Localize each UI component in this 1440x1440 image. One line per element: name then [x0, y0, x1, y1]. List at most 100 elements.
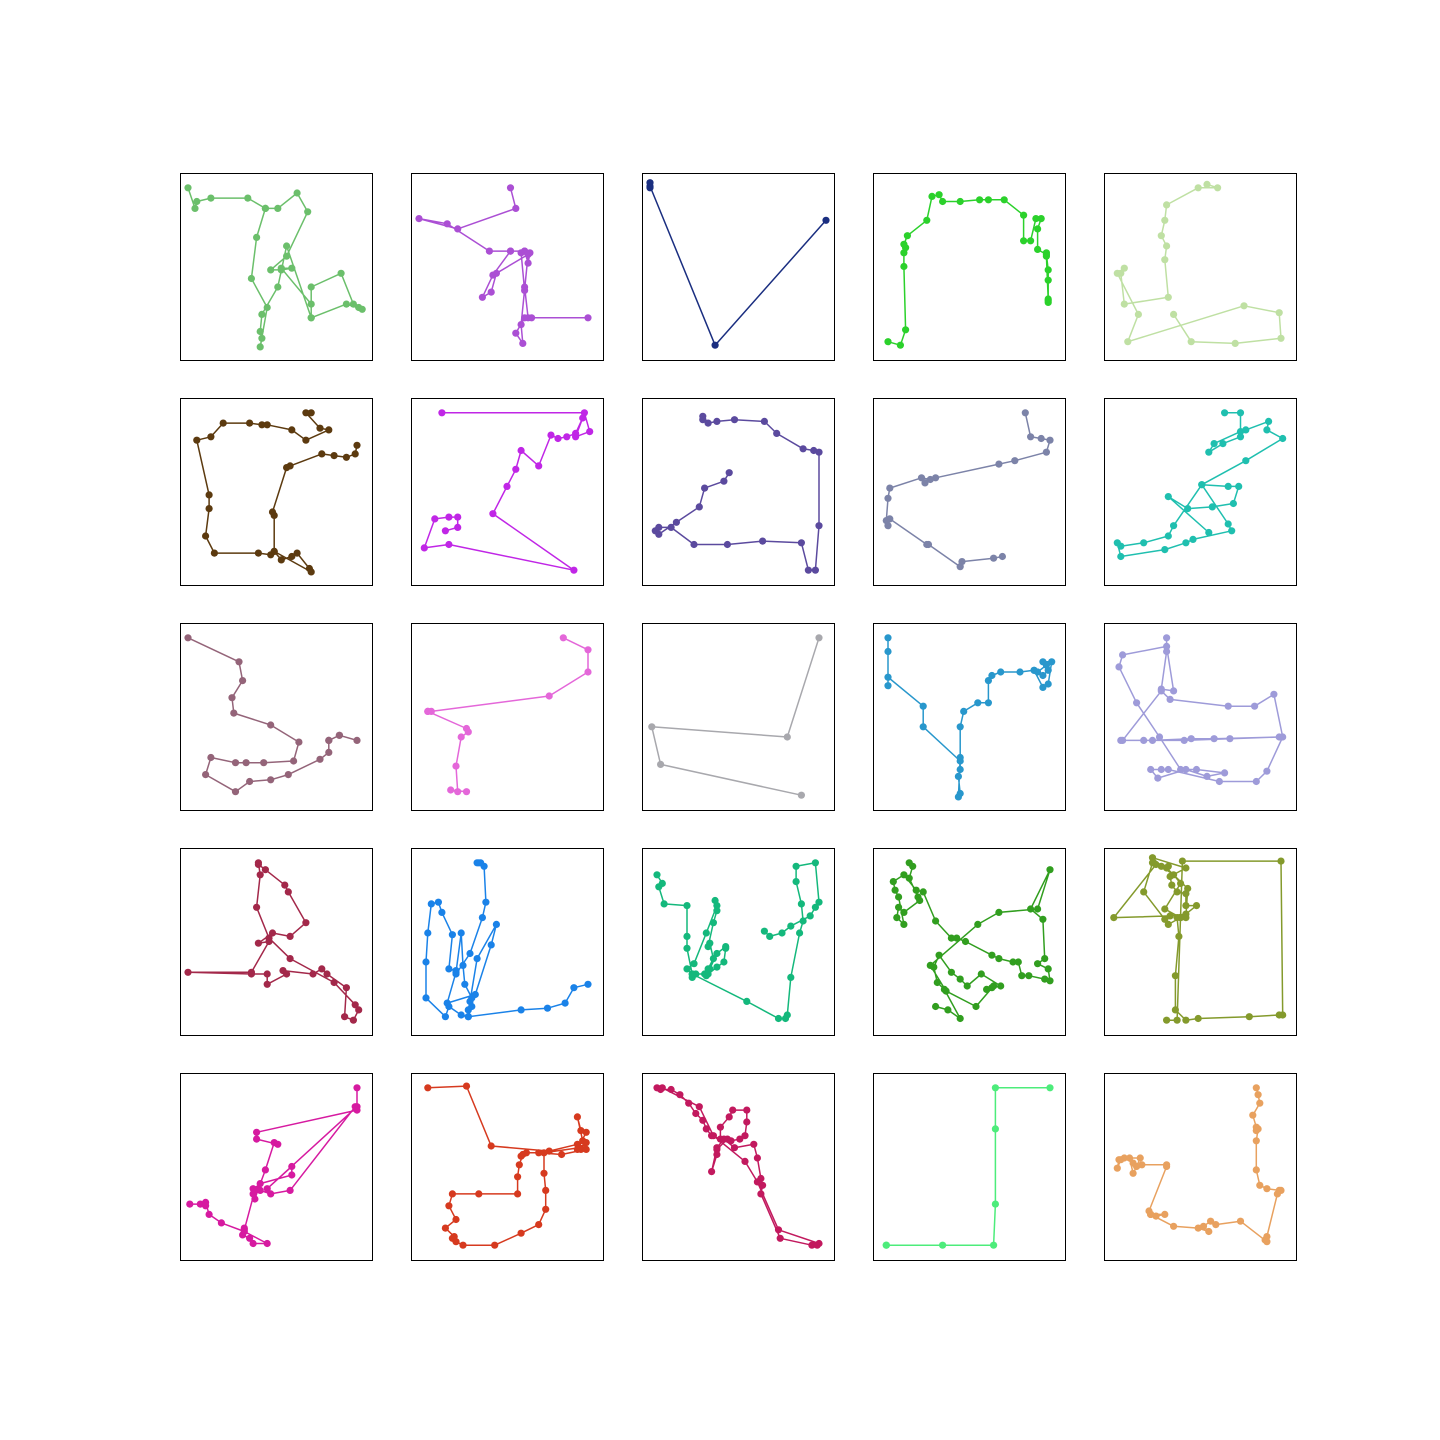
data-point: [797, 791, 806, 799]
data-point: [711, 341, 719, 349]
data-point: [193, 436, 201, 444]
data-point: [939, 197, 947, 206]
data-point: [543, 1004, 552, 1012]
panel-frame: [642, 1073, 835, 1261]
data-point: [893, 914, 901, 922]
data-point: [958, 558, 966, 566]
data-point: [1044, 295, 1052, 303]
data-point: [905, 874, 913, 882]
data-point: [658, 1084, 666, 1092]
panel-5: [1104, 173, 1297, 361]
data-point: [939, 1241, 947, 1249]
data-point: [923, 216, 931, 224]
data-point: [743, 997, 751, 1006]
data-point: [452, 762, 460, 770]
data-point: [1205, 448, 1213, 456]
data-point: [1198, 481, 1206, 489]
data-point: [882, 1241, 890, 1249]
data-point: [519, 1150, 527, 1159]
data-point: [1275, 733, 1283, 741]
panel-frame: [1104, 848, 1297, 1036]
data-point: [1020, 211, 1028, 219]
data-point: [231, 788, 240, 796]
data-point: [757, 1190, 765, 1198]
data-point: [919, 888, 927, 896]
data-point: [457, 1011, 465, 1019]
data-point: [1044, 276, 1052, 284]
data-point: [972, 1002, 980, 1011]
data-point: [690, 960, 698, 968]
data-point: [1046, 436, 1054, 444]
panel-frame: [873, 848, 1066, 1036]
data-point: [473, 955, 481, 963]
data-point: [1194, 184, 1202, 192]
data-point: [582, 1145, 590, 1153]
data-point: [485, 247, 493, 255]
series-line: [892, 862, 1051, 1020]
panel-17: [411, 848, 604, 1036]
data-point: [713, 902, 721, 910]
data-point: [713, 907, 721, 915]
data-point: [773, 429, 781, 437]
data-point: [454, 225, 462, 233]
data-point: [685, 1099, 693, 1107]
data-point: [822, 216, 830, 224]
data-point: [1163, 647, 1171, 656]
data-point: [584, 668, 592, 676]
data-point: [1175, 932, 1183, 941]
data-point: [258, 421, 266, 429]
data-point: [884, 494, 892, 502]
data-point: [286, 462, 294, 470]
data-point: [1034, 905, 1042, 913]
data-point: [699, 1116, 707, 1124]
data-point: [554, 434, 562, 443]
data-point: [1226, 735, 1234, 743]
data-point: [335, 731, 343, 739]
data-point: [517, 1006, 525, 1014]
data-point: [191, 204, 199, 212]
panel-18: [642, 848, 835, 1036]
data-point: [253, 1128, 261, 1136]
data-point: [205, 505, 213, 513]
data-point: [1229, 499, 1237, 508]
data-point: [1224, 520, 1232, 528]
series-line: [886, 1087, 1050, 1246]
data-point: [431, 515, 439, 523]
data-point: [1224, 482, 1232, 490]
data-point: [1020, 237, 1028, 245]
data-point: [1034, 245, 1042, 253]
data-point: [1161, 256, 1169, 264]
data-point: [709, 1132, 718, 1140]
data-point: [1177, 879, 1185, 888]
data-point: [935, 951, 943, 959]
data-point: [995, 955, 1003, 963]
data-point: [427, 900, 435, 908]
data-point: [517, 321, 525, 329]
data-point: [709, 955, 718, 963]
data-point: [284, 888, 292, 896]
panel-frame: [1104, 623, 1297, 811]
data-point: [217, 1219, 225, 1227]
data-point: [462, 788, 471, 796]
data-point: [302, 436, 310, 444]
data-point: [489, 510, 497, 518]
data-point: [207, 753, 215, 762]
data-point: [932, 1002, 940, 1011]
data-point: [903, 232, 912, 240]
data-point: [512, 329, 520, 337]
data-point: [1163, 1161, 1171, 1169]
data-point: [895, 893, 903, 901]
data-point: [1046, 866, 1054, 874]
data-point: [267, 1190, 275, 1198]
panel-20: [1104, 848, 1297, 1036]
data-point: [1171, 972, 1179, 980]
series-line: [187, 637, 358, 793]
data-point: [799, 917, 807, 925]
data-point: [558, 1150, 566, 1159]
data-point: [288, 1171, 296, 1179]
data-point: [1133, 699, 1141, 707]
data-point: [960, 707, 968, 716]
data-point: [1120, 300, 1128, 308]
data-point: [796, 929, 804, 937]
